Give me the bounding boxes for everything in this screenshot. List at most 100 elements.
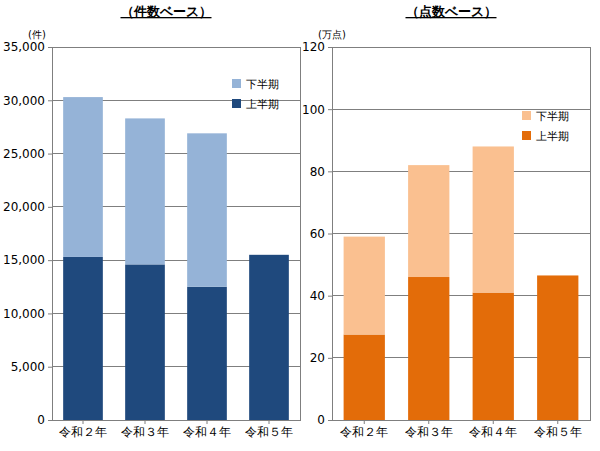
- legend-label: 下半期: [246, 78, 279, 91]
- tick: 10,000: [3, 307, 52, 321]
- chart: 0 5,000 10,000 15,000 20,000 25,000 30,000 35,0…: [3, 4, 301, 439]
- axis-line: [333, 420, 591, 421]
- grid: [332, 47, 590, 420]
- bar: [125, 264, 165, 420]
- bar: [249, 255, 289, 420]
- bars: [344, 146, 579, 420]
- tick-mark: [557, 420, 558, 424]
- tick-mark: [48, 367, 52, 368]
- bar: [473, 146, 514, 292]
- tick: 5,000: [11, 360, 52, 374]
- plot-background: [332, 47, 590, 420]
- grid: [52, 47, 300, 420]
- legend-item: 上半期: [232, 98, 279, 111]
- tick-label: 令和４年: [183, 425, 231, 439]
- tick: 40: [310, 289, 332, 303]
- tick-mark: [207, 420, 208, 424]
- tick: 令和３年: [121, 420, 169, 439]
- tick-mark: [328, 358, 332, 359]
- legend-item: 下半期: [232, 78, 279, 91]
- tick: 令和４年: [469, 420, 517, 439]
- bar: [537, 275, 578, 420]
- tick-label: 60: [310, 227, 325, 241]
- tick: 令和２年: [59, 420, 107, 439]
- tick: 25,000: [3, 147, 52, 161]
- bar: [344, 237, 385, 335]
- plot-frame: [332, 47, 590, 420]
- tick-mark: [83, 420, 84, 424]
- y-axis: 0 5,000 10,000 15,000 20,000 25,000 30,000 35,0…: [3, 40, 53, 427]
- legend: 下半期上半期: [232, 78, 279, 111]
- axis-unit: (万点): [318, 29, 346, 40]
- bar: [344, 335, 385, 420]
- y-axis: 0 20 40 60 80 100 120: [302, 40, 332, 427]
- tick: 100: [302, 103, 332, 117]
- tick: 60: [310, 227, 332, 241]
- legend-swatch: [522, 111, 531, 120]
- bar-series: [63, 255, 289, 420]
- plot-frame: [52, 47, 300, 420]
- axis-line: [53, 420, 301, 421]
- tick-mark: [48, 154, 52, 155]
- legend-label: 上半期: [536, 130, 569, 143]
- tick: 30,000: [3, 94, 52, 108]
- tick: 20,000: [3, 200, 52, 214]
- tick-label: 令和４年: [469, 425, 517, 439]
- bar: [63, 257, 103, 420]
- legend-label: 上半期: [246, 98, 279, 111]
- chart-canvas: 0 5,000 10,000 15,000 20,000 25,000 30,000 35,0…: [0, 0, 600, 451]
- tick-label: 20: [310, 351, 325, 365]
- tick-label: 35,000: [3, 40, 45, 54]
- tick-mark: [328, 109, 332, 110]
- bar: [187, 133, 227, 286]
- tick: 0: [317, 413, 332, 427]
- tick-label: 令和３年: [405, 425, 453, 439]
- tick: 令和５年: [534, 420, 582, 439]
- tick-label: 15,000: [3, 253, 45, 267]
- tick-label: 0: [317, 413, 325, 427]
- tick: 120: [302, 40, 332, 54]
- bar: [473, 293, 514, 420]
- legend-swatch: [232, 99, 241, 108]
- axis-line: [332, 48, 333, 421]
- tick-mark: [328, 47, 332, 48]
- x-axis: 令和２年令和３年令和４年令和５年: [53, 420, 301, 439]
- tick: 令和５年: [245, 420, 293, 439]
- legend-swatch: [232, 79, 241, 88]
- legend-item: 下半期: [522, 110, 569, 123]
- tick-label: 40: [310, 289, 325, 303]
- tick-mark: [493, 420, 494, 424]
- tick-label: 令和２年: [340, 425, 388, 439]
- bar-series: [63, 97, 227, 287]
- tick-label: 10,000: [3, 307, 45, 321]
- axis-line: [52, 48, 53, 421]
- chart: 0 20 40 60 80 100 120 令和２年 令和３年 令和４年 令和５年 （点数ベース） (万…: [302, 4, 590, 439]
- bar: [408, 165, 449, 277]
- bar: [408, 277, 449, 420]
- tick-mark: [48, 47, 52, 48]
- tick-label: 令和２年: [59, 425, 107, 439]
- grid-line: [332, 233, 590, 234]
- axis-unit: (件): [28, 29, 46, 40]
- tick-mark: [48, 260, 52, 261]
- chart-title: （件数ベース）: [121, 4, 212, 19]
- tick-label: 0: [37, 413, 45, 427]
- tick: 80: [310, 165, 332, 179]
- tick-label: 100: [302, 103, 325, 117]
- tick-mark: [48, 100, 52, 101]
- tick-mark: [48, 207, 52, 208]
- tick-mark: [328, 234, 332, 235]
- bar: [125, 118, 165, 264]
- tick: 0: [37, 413, 52, 427]
- tick-mark: [328, 420, 332, 421]
- legend-item: 上半期: [522, 130, 569, 143]
- tick: 20: [310, 351, 332, 365]
- tick-label: 80: [310, 165, 325, 179]
- legend: 下半期上半期: [522, 110, 569, 143]
- chart-title: （点数ベース）: [406, 4, 497, 19]
- tick-mark: [145, 420, 146, 424]
- tick-label: 25,000: [3, 147, 45, 161]
- tick-mark: [48, 313, 52, 314]
- tick: 令和４年: [183, 420, 231, 439]
- tick-label: 令和３年: [121, 425, 169, 439]
